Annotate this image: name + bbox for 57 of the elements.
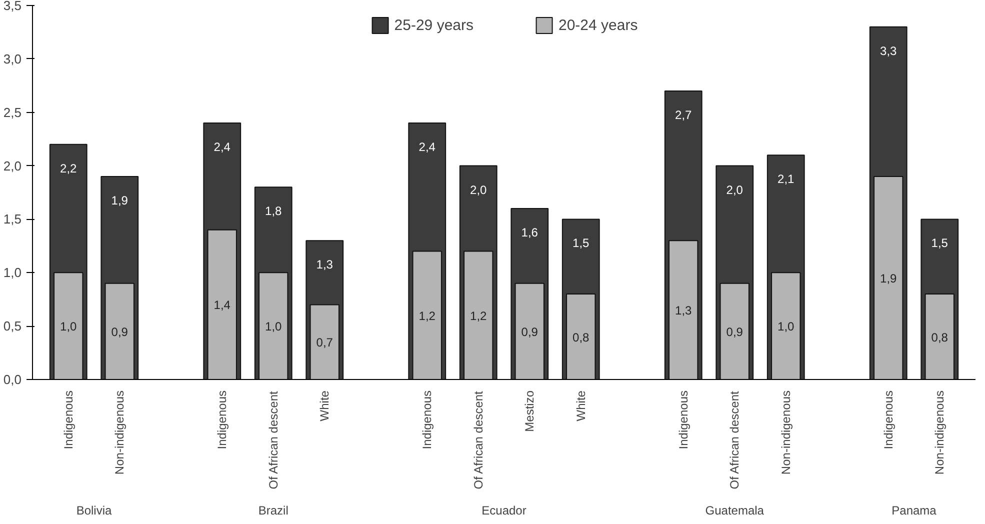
- x-tick-label: Indigenous: [61, 390, 76, 450]
- y-tick-label: 2,0: [3, 158, 22, 174]
- text: Guatemala: [705, 504, 764, 518]
- data-label: 2,4: [214, 140, 231, 154]
- x-tick-label: Indigenous: [420, 390, 434, 450]
- x-tick-label: Indigenous: [215, 390, 230, 450]
- legend-label: 25-29 years: [394, 16, 474, 34]
- data-label: 1,3: [675, 304, 692, 318]
- x-tick-label: Indigenous: [881, 390, 896, 450]
- x-tick-label: Of African descent: [728, 390, 742, 490]
- data-label: 1,0: [265, 320, 282, 334]
- x-tick-label: Non-indigenous: [112, 390, 127, 475]
- data-label: 1,9: [111, 193, 128, 208]
- x-tick-label: Non-indigenous: [778, 390, 793, 475]
- y-tick-label: 3,5: [3, 0, 22, 13]
- data-label: 2,4: [418, 140, 436, 154]
- data-label: 1,6: [521, 226, 538, 240]
- y-tick-label: 0,0: [3, 372, 22, 387]
- x-tick-label: Of African descent: [266, 390, 280, 490]
- text: Bolivia: [76, 504, 112, 518]
- data-label: 2,1: [778, 172, 795, 186]
- data-label: 0,9: [521, 324, 538, 339]
- data-label: 1,5: [572, 236, 590, 250]
- data-label: 1,3: [316, 258, 334, 272]
- data-label: 0,8: [931, 330, 948, 344]
- data-label: 1,0: [60, 320, 78, 334]
- y-tick-label: 1,0: [3, 265, 22, 280]
- x-tick-label: Mestizo: [522, 390, 537, 432]
- data-label: 2,0: [470, 182, 488, 197]
- y-tick-label: 2,5: [3, 104, 22, 120]
- y-tick-label: 0,5: [3, 318, 22, 334]
- data-label: 3,3: [880, 44, 898, 58]
- data-label: 1,2: [470, 308, 488, 323]
- x-tick-label: Of African descent: [471, 390, 486, 490]
- y-tick-label: 1,5: [3, 212, 22, 227]
- data-label: 1,2: [418, 308, 436, 323]
- x-tick-label: Non-indigenous: [932, 390, 947, 475]
- data-label: 1,0: [778, 320, 795, 334]
- x-tick-label: Indigenous: [676, 390, 690, 450]
- legend-label: 20-24 years: [558, 16, 638, 34]
- text: Panama: [892, 504, 937, 518]
- data-label: 0,7: [316, 336, 334, 350]
- data-label: 2,7: [675, 108, 692, 122]
- text: Brazil: [258, 504, 288, 518]
- data-label: 1,4: [214, 298, 231, 312]
- x-tick-label: White: [574, 390, 588, 422]
- data-label: 1,5: [931, 236, 948, 250]
- data-label: 1,8: [265, 204, 282, 218]
- data-label: 0,9: [726, 324, 744, 339]
- data-label: 0,9: [111, 324, 128, 339]
- data-label: 0,8: [572, 330, 590, 344]
- y-tick-label: 3,0: [3, 51, 22, 66]
- data-label: 2,0: [726, 182, 744, 197]
- data-label: 1,9: [880, 271, 898, 286]
- x-tick-label: White: [318, 390, 332, 422]
- text: Ecuador: [482, 504, 526, 518]
- data-label: 2,2: [60, 161, 78, 176]
